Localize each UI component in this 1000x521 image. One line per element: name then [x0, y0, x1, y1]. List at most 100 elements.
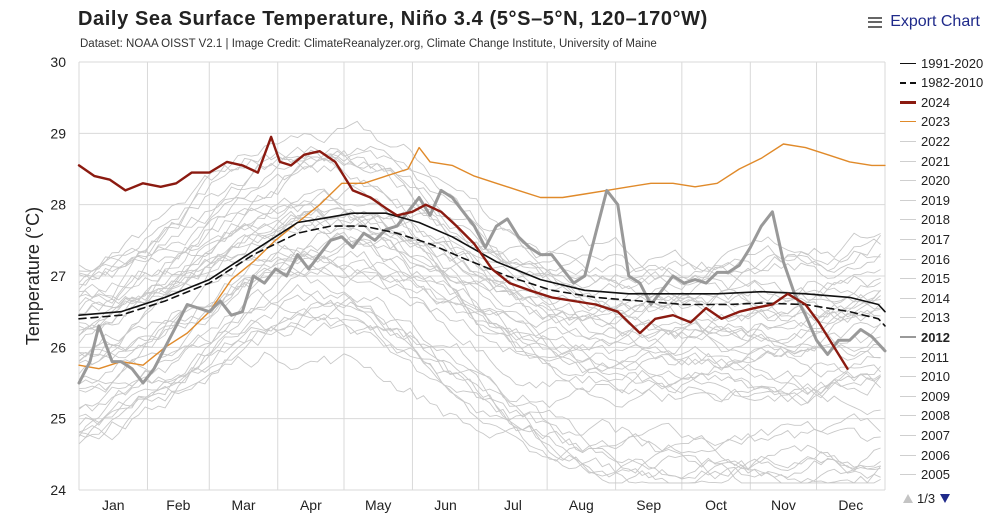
legend-swatch	[900, 376, 916, 378]
legend-swatch	[900, 100, 916, 104]
legend-swatch	[900, 415, 916, 417]
historical-year-line	[78, 154, 881, 319]
legend-swatch	[900, 356, 916, 358]
legend-label: 2016	[921, 251, 950, 267]
series-line-2023	[78, 143, 886, 370]
legend-swatch	[900, 180, 916, 182]
legend-item-2019[interactable]: 2019	[900, 191, 950, 209]
legend-item-2008[interactable]: 2008	[900, 407, 950, 425]
legend-label: 2005	[921, 467, 950, 483]
x-tick-label: Sep	[636, 497, 661, 513]
legend-swatch	[900, 278, 916, 280]
legend-item-1991-2020[interactable]: 1991-2020	[900, 54, 983, 72]
legend-label: 2019	[921, 192, 950, 208]
historical-year-line	[78, 231, 881, 375]
legend-item-2012[interactable]: 2012	[900, 328, 950, 346]
legend-item-2015[interactable]: 2015	[900, 270, 950, 288]
legend-swatch	[900, 121, 916, 123]
historical-year-line	[78, 151, 881, 353]
historical-year-line	[78, 236, 881, 403]
legend-item-2011[interactable]: 2011	[900, 348, 949, 366]
y-tick-label: 27	[50, 268, 66, 284]
legend-item-2009[interactable]: 2009	[900, 387, 950, 405]
historical-year-line	[78, 299, 881, 484]
legend-swatch	[900, 258, 916, 260]
legend-swatch	[900, 81, 916, 84]
x-tick-label: Nov	[771, 497, 796, 513]
legend-item-2024[interactable]: 2024	[900, 93, 950, 111]
export-chart-button[interactable]: Export Chart	[868, 13, 980, 31]
legend-item-2020[interactable]: 2020	[900, 172, 950, 190]
y-tick-label: 30	[50, 54, 66, 70]
legend-label: 2020	[921, 173, 950, 189]
historical-year-line	[78, 208, 881, 324]
x-tick-label: Jun	[434, 497, 457, 513]
historical-year-line	[78, 188, 881, 396]
legend-item-2007[interactable]: 2007	[900, 426, 950, 444]
legend-swatch	[900, 297, 916, 299]
historical-year-line	[78, 313, 881, 484]
legend-swatch	[900, 474, 916, 476]
legend-swatch	[900, 434, 916, 436]
legend-label: 2012	[921, 329, 950, 345]
legend-item-2023[interactable]: 2023	[900, 113, 950, 131]
y-tick-label: 29	[50, 125, 66, 141]
legend-swatch	[900, 140, 916, 142]
x-tick-label: Dec	[838, 497, 863, 513]
legend-item-2017[interactable]: 2017	[900, 230, 950, 248]
historical-year-line	[78, 296, 881, 480]
triangle-down-icon[interactable]	[940, 494, 951, 503]
legend-item-2016[interactable]: 2016	[900, 250, 950, 268]
historical-year-line	[78, 152, 881, 323]
y-tick-label: 26	[50, 339, 66, 355]
legend-label: 2015	[921, 271, 950, 287]
historical-year-line	[78, 266, 881, 394]
historical-year-line	[78, 149, 881, 322]
legend-swatch	[900, 62, 916, 64]
legend-item-2021[interactable]: 2021	[900, 152, 950, 170]
legend-label: 2014	[921, 290, 950, 306]
historical-year-line	[78, 152, 881, 312]
legend-item-2013[interactable]: 2013	[900, 309, 950, 327]
y-tick-label: 25	[50, 411, 66, 427]
legend-label: 2013	[921, 310, 950, 326]
legend-page-indicator: 1/3	[917, 491, 936, 506]
historical-year-line	[78, 236, 881, 365]
historical-year-line	[78, 231, 881, 416]
historical-year-line	[78, 210, 881, 339]
x-tick-label: Aug	[569, 497, 594, 513]
historical-year-line	[78, 250, 881, 364]
legend-item-2005[interactable]: 2005	[900, 466, 950, 484]
historical-year-line	[78, 189, 881, 336]
y-tick-label: 28	[50, 197, 66, 213]
legend-label: 1991-2020	[921, 55, 984, 71]
legend-label: 2008	[921, 408, 950, 424]
historical-year-line	[78, 301, 881, 437]
x-tick-label: Oct	[705, 497, 727, 513]
legend-item-2014[interactable]: 2014	[900, 289, 950, 307]
legend-item-2018[interactable]: 2018	[900, 211, 950, 229]
historical-year-line	[78, 308, 881, 452]
legend-label: 2022	[921, 133, 950, 149]
historical-year-line	[78, 284, 881, 470]
historical-year-line	[78, 322, 881, 471]
series-line-2012	[77, 188, 887, 385]
legend-pager: 1/3	[903, 491, 951, 506]
legend-swatch	[900, 199, 916, 201]
historical-year-line	[78, 120, 881, 281]
legend-label: 2009	[921, 388, 950, 404]
historical-year-line	[78, 145, 881, 300]
legend-label: 2024	[921, 94, 950, 110]
x-tick-label: Mar	[231, 497, 255, 513]
hamburger-menu-icon	[868, 16, 883, 28]
legend-item-1982-2010[interactable]: 1982-2010	[900, 74, 983, 92]
legend-item-2006[interactable]: 2006	[900, 446, 950, 464]
legend-item-2010[interactable]: 2010	[900, 368, 950, 386]
legend-label: 2011	[921, 349, 949, 365]
legend-label: 1982-2010	[921, 75, 984, 91]
legend-item-2022[interactable]: 2022	[900, 132, 950, 150]
x-tick-label: Jul	[504, 497, 522, 513]
x-tick-label: May	[365, 497, 391, 513]
x-tick-label: Feb	[166, 497, 190, 513]
